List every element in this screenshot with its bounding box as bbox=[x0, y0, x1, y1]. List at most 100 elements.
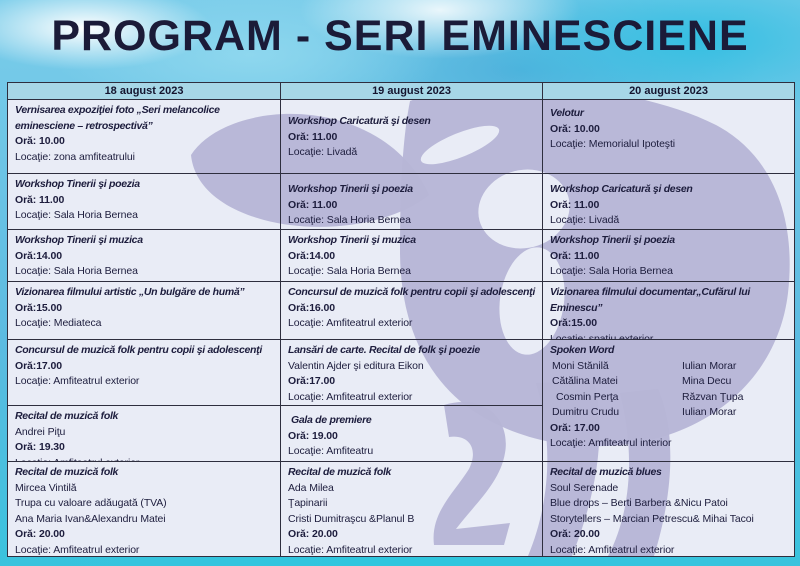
performer-right: Răzvan Ţupa bbox=[682, 390, 744, 403]
event-title: Workshop Tinerii şi muzica bbox=[288, 234, 416, 246]
event-time: Oră:15.00 bbox=[15, 301, 62, 314]
event-time: Oră: 11.00 bbox=[550, 249, 600, 262]
event-performer: Ada Milea bbox=[288, 481, 334, 494]
event-location: Locaţie: Amfiteatrul exterior bbox=[288, 543, 413, 556]
event-location: Locaţie: Sala Horia Bernea bbox=[288, 265, 411, 277]
event-cell-recital-pitu: Recital de muzică folk Andrei Piţu Oră: … bbox=[8, 406, 281, 462]
event-cell-recital-folk-19: Recital de muzică folk Ada Milea Ţapinar… bbox=[281, 462, 543, 556]
event-time: Oră: 10.00 bbox=[15, 135, 65, 147]
event-title: Recital de muzică folk bbox=[288, 466, 392, 478]
performer-right: Iulian Morar bbox=[682, 359, 737, 372]
event-time: Oră: 11.00 bbox=[550, 198, 600, 211]
event-performer: Blue drops – Berti Barbera &Nicu Patoi bbox=[550, 497, 728, 509]
event-cell-concurs-folk-18: Concursul de muzică folk pentru copii şi… bbox=[8, 340, 281, 406]
event-location: Locaţie: Mediateca bbox=[15, 317, 102, 329]
event-title: Vizionarea filmului documentar„Cufărul l… bbox=[550, 286, 750, 314]
event-title: Gala de premiere bbox=[291, 414, 372, 426]
performer-pair: Cătălina Matei Mina Decu bbox=[550, 374, 791, 390]
performer-pair: Moni Stănilă Iulian Morar bbox=[550, 359, 791, 375]
event-cell-spoken-word: Spoken Word Moni Stănilă Iulian Morar Că… bbox=[543, 340, 794, 462]
event-performer: Ţapinarii bbox=[288, 497, 328, 509]
event-title: Recital de muzică folk bbox=[15, 466, 119, 478]
performer-left: Dumitru Crudu bbox=[552, 406, 619, 418]
event-title: Velotur bbox=[550, 107, 584, 119]
event-time: Oră: 10.00 bbox=[550, 122, 600, 135]
column-header-19-august: 19 august 2023 bbox=[281, 83, 543, 100]
event-performer: Ana Maria Ivan&Alexandru Matei bbox=[15, 512, 166, 525]
event-time: Oră: 11.00 bbox=[15, 193, 65, 206]
performer-pair: Cosmin Perţa Răzvan Ţupa bbox=[550, 390, 791, 406]
event-cell-workshop-muzica-19: Workshop Tinerii şi muzica Oră:14.00 Loc… bbox=[281, 230, 543, 282]
event-cell-caricatura-19: Workshop Caricatură şi desen Oră: 11.00 … bbox=[281, 100, 543, 174]
event-cell-film-artistic: Vizionarea filmului artistic „Un bulgăre… bbox=[8, 282, 281, 340]
event-title: Workshop Tinerii şi poezia bbox=[288, 183, 413, 195]
event-location: Locaţie: Memorialul Ipoteşti bbox=[550, 138, 676, 150]
event-time: Oră:14.00 bbox=[15, 249, 62, 262]
event-title: Workshop Tinerii şi muzica bbox=[15, 234, 143, 246]
program-table: 18 august 2023 19 august 2023 20 august … bbox=[7, 82, 795, 557]
event-performer: Mircea Vintilă bbox=[15, 481, 77, 494]
event-time: Oră: 19.00 bbox=[288, 429, 338, 442]
performer-left: Cătălina Matei bbox=[552, 375, 618, 387]
event-title: Recital de muzică folk bbox=[15, 410, 119, 422]
column-header-20-august: 20 august 2023 bbox=[543, 83, 794, 100]
event-title: Recital de muzică blues bbox=[550, 466, 662, 478]
event-location: Locaţie: Amfiteatrul exterior bbox=[288, 317, 413, 329]
event-cell-caricatura-20: Workshop Caricatură şi desen Oră: 11.00 … bbox=[543, 174, 794, 230]
page-title: PROGRAM - SERI EMINESCIENE bbox=[51, 12, 749, 60]
event-title: Concursul de muzică folk pentru copii şi… bbox=[288, 286, 535, 298]
event-location: Locaţie: Amfiteatrul interior bbox=[550, 437, 672, 449]
event-performer: Andrei Piţu bbox=[15, 425, 66, 438]
event-time: Oră: 20.00 bbox=[288, 528, 338, 540]
event-time: Oră:17.00 bbox=[15, 359, 62, 372]
event-location: Locaţie: Sala Horia Bernea bbox=[550, 265, 673, 277]
event-time: Oră:14.00 bbox=[288, 249, 335, 262]
performer-right: Mina Decu bbox=[682, 375, 732, 387]
event-title: Lansări de carte. Recital de folk şi poe… bbox=[288, 344, 480, 356]
event-cell-lansari-carte: Lansări de carte. Recital de folk şi poe… bbox=[281, 340, 543, 406]
event-title: Workshop Tinerii şi poezia bbox=[15, 178, 140, 190]
event-cell-workshop-poezia-19: Workshop Tinerii şi poezia Oră: 11.00 Lo… bbox=[281, 174, 543, 230]
event-time: Oră:16.00 bbox=[288, 301, 335, 314]
event-title: Concursul de muzică folk pentru copii şi… bbox=[15, 344, 262, 356]
event-cell-film-documentar: Vizionarea filmului documentar„Cufărul l… bbox=[543, 282, 794, 340]
event-time: Oră: 17.00 bbox=[550, 421, 600, 434]
event-location: Locaţie: spaţiu exterior bbox=[550, 332, 654, 340]
event-performer: Trupa cu valoare adăugată (TVA) bbox=[15, 497, 167, 509]
event-cell-gala-premiere: Gala de premiere Oră: 19.00 Locaţie: Amf… bbox=[281, 406, 543, 462]
event-cell-concurs-folk-19: Concursul de muzică folk pentru copii şi… bbox=[281, 282, 543, 340]
event-title: Workshop Caricatură şi desen bbox=[550, 183, 693, 195]
event-time: Oră: 19.30 bbox=[15, 441, 65, 453]
event-cell-workshop-poezia-18: Workshop Tinerii şi poezia Oră: 11.00 Lo… bbox=[8, 174, 281, 230]
event-time: Oră: 20.00 bbox=[15, 528, 65, 540]
event-location: Locaţie: zona amfiteatrului bbox=[15, 150, 135, 163]
event-cell-velotur: Velotur Oră: 10.00 Locaţie: Memorialul I… bbox=[543, 100, 794, 174]
event-location: Locaţie: Amfiteatrul exterior bbox=[15, 375, 140, 387]
event-time: Oră: 11.00 bbox=[288, 198, 338, 211]
column-header-18-august: 18 august 2023 bbox=[8, 83, 281, 100]
performer-right: Iulian Morar bbox=[682, 406, 737, 418]
event-location: Locaţie: Livadă bbox=[550, 214, 620, 226]
performer-pair: Dumitru Crudu Iulian Morar bbox=[550, 405, 791, 421]
event-cell-vernisare: Vernisarea expoziţiei foto „Seri melanco… bbox=[8, 100, 281, 174]
performer-left: Cosmin Perţa bbox=[556, 390, 619, 403]
event-title: Workshop Caricatură şi desen bbox=[288, 115, 431, 127]
event-time: Oră: 11.00 bbox=[288, 130, 338, 143]
event-location: Locaţie: Livadă bbox=[288, 146, 358, 158]
event-title: Vizionarea filmului artistic „Un bulgăre… bbox=[15, 286, 245, 298]
event-performer: Storytellers – Marcian Petrescu& Mihai T… bbox=[550, 512, 754, 525]
event-time: Oră: 20.00 bbox=[550, 528, 600, 540]
event-location: Locaţie: Amfiteatrul exterior bbox=[15, 543, 140, 556]
event-location: Locaţie: Sala Horia Bernea bbox=[15, 209, 138, 221]
event-performer: Valentin Ajder şi editura Eikon bbox=[288, 359, 424, 372]
event-title: Workshop Tinerii şi poezia bbox=[550, 234, 675, 246]
event-location: Locaţie: Amfiteatrul exterior bbox=[550, 543, 675, 556]
event-location: Locaţie: Sala Horia Bernea bbox=[288, 214, 411, 226]
event-performer: Cristi Dumitraşcu &Planul B bbox=[288, 512, 415, 525]
event-location: Locaţie: Sala Horia Bernea bbox=[15, 265, 138, 277]
event-location: Locaţie: Amfiteatrul exterior bbox=[15, 456, 277, 462]
event-cell-recital-blues: Recital de muzică blues Soul Serenade Bl… bbox=[543, 462, 794, 556]
event-title: Spoken Word bbox=[550, 344, 615, 356]
event-time: Oră:17.00 bbox=[288, 375, 335, 387]
